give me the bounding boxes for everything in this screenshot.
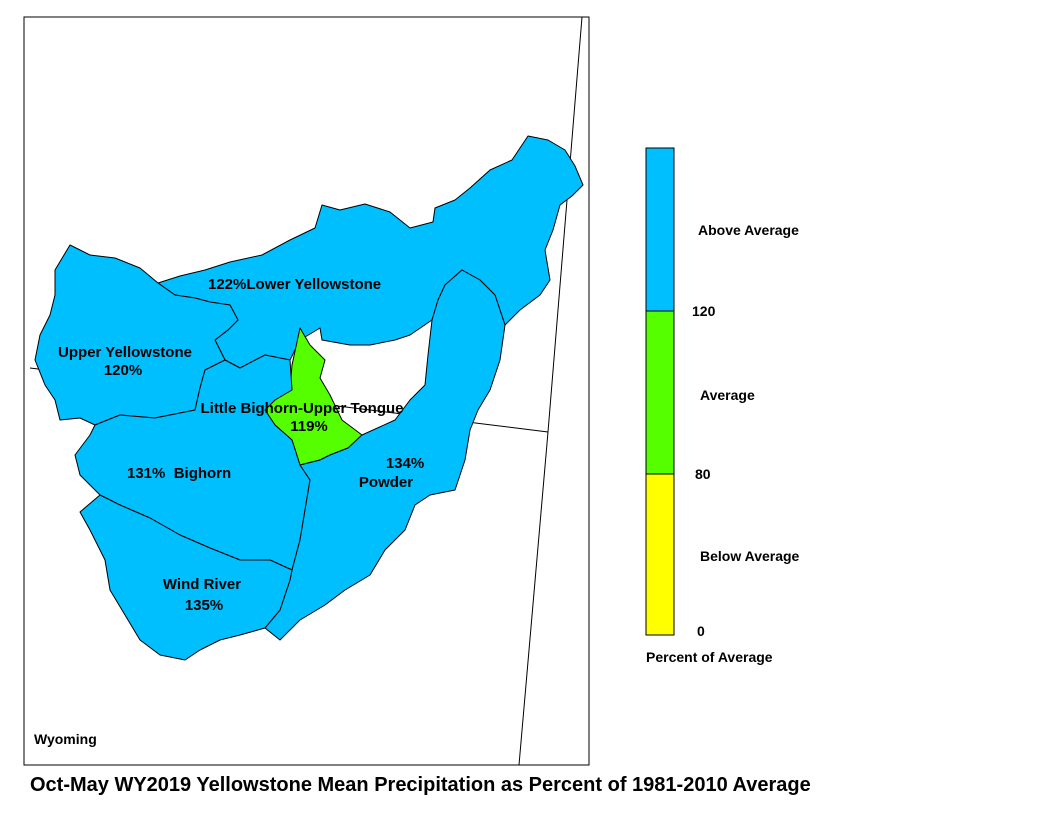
label-lower-yellowstone: 122%Lower Yellowstone (208, 276, 381, 293)
legend-swatch-above (645, 147, 675, 312)
legend-swatch-below (645, 473, 675, 636)
label-powder: Powder (359, 474, 413, 491)
legend-label-above: Above Average (698, 222, 799, 238)
legend-swatch-average (645, 310, 675, 475)
legend-break-120: 120 (692, 303, 716, 319)
label-little-bighorn-percent: 119% (290, 418, 328, 435)
legend-label-below: Below Average (700, 548, 800, 564)
label-wind-river: Wind River (163, 576, 241, 593)
basin-powder[interactable] (264, 269, 506, 641)
state-label-wyoming: Wyoming (34, 731, 97, 747)
map-title: Oct-May WY2019 Yellowstone Mean Precipit… (30, 774, 811, 796)
basin-wind-river[interactable] (79, 494, 293, 661)
legend-break-80: 80 (695, 466, 711, 482)
label-powder-percent: 134% (386, 455, 424, 472)
legend: Above Average 120 Average 80 Below Avera… (645, 147, 800, 665)
label-upper-yellowstone: Upper Yellowstone (58, 344, 192, 361)
legend-label-average: Average (700, 387, 755, 403)
legend-title: Percent of Average (646, 649, 773, 665)
legend-break-0: 0 (697, 623, 705, 639)
label-little-bighorn: Little Bighorn-Upper Tongue (200, 400, 403, 417)
state-boundary-east (518, 16, 583, 766)
label-bighorn: 131% Bighorn (127, 465, 231, 482)
label-upper-yellowstone-percent: 120% (104, 362, 142, 379)
label-wind-river-percent: 135% (185, 597, 223, 614)
